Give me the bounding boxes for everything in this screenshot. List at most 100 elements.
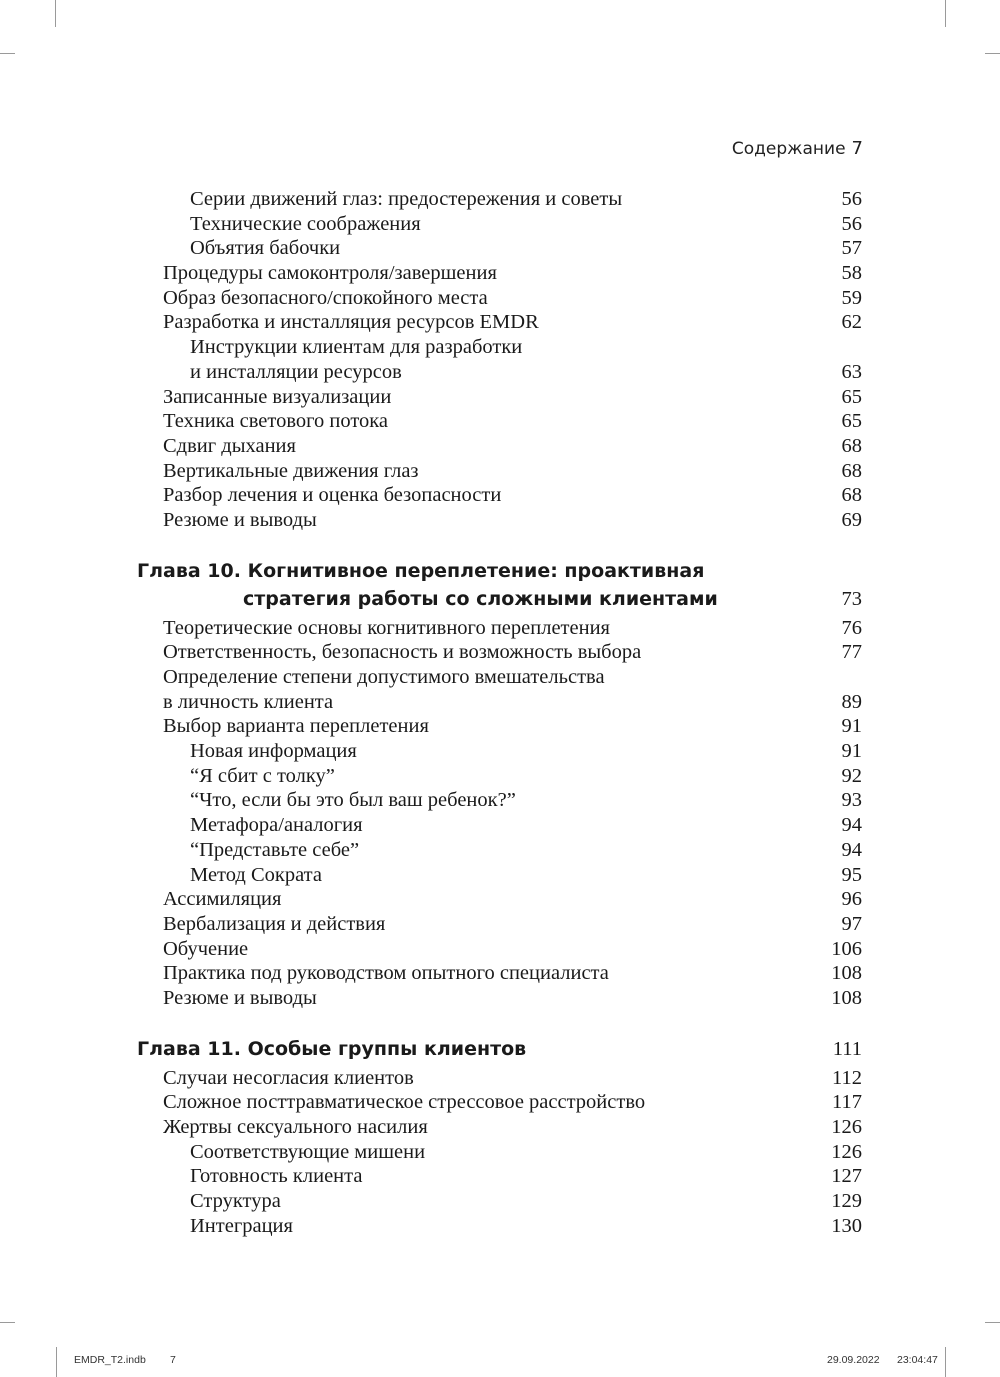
toc-entry: Жертвы сексуального насилия 126	[137, 1115, 862, 1140]
toc-page-number: 57	[841, 237, 863, 260]
toc-entry: Ответственность, безопасность и возможно…	[137, 640, 862, 665]
toc-page-number: 126	[831, 1140, 862, 1163]
toc-entry: Вербализация и действия 97	[137, 912, 862, 937]
toc-title: Определение степени допустимого вмешател…	[163, 666, 605, 688]
toc-entry: Структура 129	[137, 1189, 862, 1214]
header-page-number: 7	[851, 138, 863, 159]
toc-line: Глава 11. Особые группы клиентов 111	[137, 1035, 862, 1063]
toc-line: Жертвы сексуального насилия 126	[137, 1115, 862, 1140]
toc-entry: Обучение 106	[137, 937, 862, 962]
toc-line: Серии движений глаз: предостережения и с…	[137, 187, 862, 212]
toc-entry: Выбор варианта переплетения 91	[137, 714, 862, 739]
toc-line: Метод Сократа 95	[137, 863, 862, 888]
toc-entry: Процедуры самоконтроля/завершения 58	[137, 261, 862, 286]
toc-page-number: 68	[841, 459, 863, 482]
toc-line: Соответствующие мишени 126	[137, 1140, 862, 1165]
toc-page-number: 126	[831, 1116, 862, 1138]
crop-mark	[0, 53, 15, 54]
toc-line: Техника светового потока 65	[137, 409, 862, 434]
toc-entry: Сдвиг дыхания 68	[137, 434, 862, 459]
toc-title: Обучение	[163, 937, 249, 960]
toc-page-number: 91	[841, 740, 863, 763]
toc-line: Образ безопасного/спокойного места 59	[137, 286, 862, 311]
toc-title: Вертикальные движения глаз	[163, 459, 419, 482]
toc-page-number: 96	[841, 888, 863, 911]
toc-line: Новая информация 91	[137, 739, 862, 764]
toc-line: Интеграция 130	[137, 1214, 862, 1239]
toc-page-number: 63	[841, 360, 863, 383]
toc-title: Технические соображения	[190, 212, 421, 235]
toc-line: Разбор лечения и оценка безопасности 68	[137, 483, 862, 508]
toc-page-number: 69	[841, 508, 863, 531]
crop-mark	[945, 1347, 946, 1377]
toc-page-number: 77	[841, 641, 863, 664]
toc-entry: Техника светового потока 65	[137, 409, 862, 434]
toc-title: Серии движений глаз: предостережения и с…	[190, 188, 623, 210]
toc-entry: Инструкции клиентам для разработки и инст…	[137, 335, 862, 384]
toc-entry: Метафора/аналогия 94	[137, 813, 862, 838]
toc-page-number: 68	[841, 484, 863, 507]
toc-title: Ассимиляция	[163, 888, 282, 911]
toc-line: Глава 10. Когнитивное переплетение: проа…	[137, 557, 862, 585]
crop-mark	[985, 1322, 1000, 1323]
toc-title: Практика под руководством опытного специ…	[163, 962, 609, 985]
toc-title: Случаи несогласия клиентов	[163, 1066, 414, 1089]
toc-page-number: 93	[841, 789, 863, 812]
toc-entry: Резюме и выводы 69	[137, 508, 862, 533]
toc-line: “Я сбит с толку” 92	[137, 764, 862, 789]
toc-entry: Разбор лечения и оценка безопасности 68	[137, 483, 862, 508]
toc-entry: Сложное посттравматическое стрессовое ра…	[137, 1090, 862, 1115]
toc-entry: Технические соображения 56	[137, 212, 862, 237]
crop-mark	[0, 1322, 15, 1323]
toc-title: Соответствующие мишени	[190, 1140, 426, 1163]
toc-page-number: 56	[841, 188, 863, 210]
toc-title: “Представьте себе”	[190, 838, 360, 861]
toc-title: стратегия работы со сложными клиентами	[243, 587, 718, 610]
toc-page-number: 106	[831, 937, 862, 960]
toc-entry: Метод Сократа 95	[137, 863, 862, 888]
toc-page-number: 94	[841, 838, 863, 861]
toc-title: Готовность клиента	[190, 1165, 363, 1188]
toc-entry: “Представьте себе” 94	[137, 838, 862, 863]
toc-entry: Определение степени допустимого вмешател…	[137, 665, 862, 714]
crop-mark	[985, 53, 1000, 54]
toc-line: Резюме и выводы 69	[137, 508, 862, 533]
toc-title: Жертвы сексуального насилия	[163, 1116, 428, 1138]
toc-line: Объятия бабочки 57	[137, 236, 862, 261]
toc-title: Записанные визуализации	[163, 385, 392, 408]
toc-line: Готовность клиента 127	[137, 1164, 862, 1189]
toc-title: Техника светового потока	[163, 410, 389, 433]
toc-title: Глава 10. Когнитивное переплетение: проа…	[137, 559, 705, 582]
toc-page-number: 92	[841, 764, 863, 787]
toc-entry: Готовность клиента 127	[137, 1164, 862, 1189]
toc-page-number: 58	[841, 262, 863, 285]
toc-page-number: 130	[831, 1214, 862, 1237]
toc-entry: Образ безопасного/спокойного места 59	[137, 286, 862, 311]
crop-mark	[56, 1347, 57, 1377]
toc-page-number: 127	[831, 1165, 862, 1188]
toc-title: Инструкции клиентам для разработки	[190, 336, 523, 359]
toc-page-number: 73	[841, 587, 863, 610]
toc-title: Разбор лечения и оценка безопасности	[163, 484, 502, 507]
slug-page: 7	[170, 1354, 176, 1366]
toc-title: Метафора/аналогия	[190, 814, 363, 837]
toc-title: Процедуры самоконтроля/завершения	[163, 262, 497, 285]
toc-entry: “Я сбит с толку” 92	[137, 764, 862, 789]
toc-line: в личность клиента 89	[137, 690, 862, 715]
slug-file: EMDR_T2.indb	[74, 1354, 146, 1366]
toc-page-number: 68	[841, 434, 863, 457]
toc-line: Структура 129	[137, 1189, 862, 1214]
toc-line: Выбор варианта переплетения 91	[137, 714, 862, 739]
toc-line: Инструкции клиентам для разработки	[137, 335, 862, 360]
toc-entry: Соответствующие мишени 126	[137, 1140, 862, 1165]
slug-time: 23:04:47	[897, 1354, 938, 1366]
toc-entry: Практика под руководством опытного специ…	[137, 961, 862, 986]
toc-line: Теоретические основы когнитивного перепл…	[137, 616, 862, 641]
toc-title: Теоретические основы когнитивного перепл…	[163, 616, 610, 639]
toc-page-number: 56	[841, 212, 863, 235]
toc-line: Вертикальные движения глаз 68	[137, 459, 862, 484]
toc-page-number: 108	[831, 962, 862, 985]
toc-line: Вербализация и действия 97	[137, 912, 862, 937]
toc-line: Сдвиг дыхания 68	[137, 434, 862, 459]
toc-line: Ответственность, безопасность и возможно…	[137, 640, 862, 665]
